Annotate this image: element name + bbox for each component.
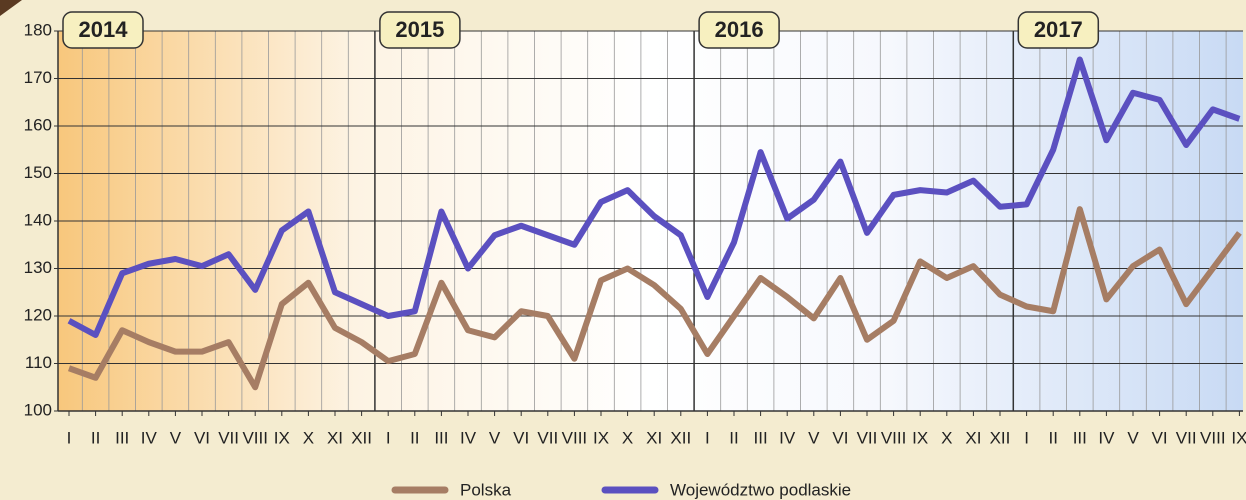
x-tick-label: IX: [912, 428, 928, 447]
x-tick-label: III: [1073, 428, 1087, 447]
x-tick-label: X: [303, 428, 314, 447]
legend-label: Polska: [460, 480, 512, 499]
year-label: 2017: [1034, 17, 1083, 42]
x-tick-label: V: [1127, 428, 1139, 447]
x-tick-label: III: [115, 428, 129, 447]
x-tick-label: I: [705, 428, 710, 447]
x-tick-label: XI: [327, 428, 343, 447]
x-tick-label: I: [386, 428, 391, 447]
x-tick-label: VII: [857, 428, 878, 447]
x-tick-label: XI: [646, 428, 662, 447]
year-box: [379, 11, 461, 49]
x-tick-label: V: [489, 428, 501, 447]
x-tick-label: XII: [351, 428, 372, 447]
y-tick-label: 110: [25, 353, 52, 372]
x-tick-label: VI: [1152, 428, 1168, 447]
x-tick-label: I: [1024, 428, 1029, 447]
x-tick-label: X: [941, 428, 952, 447]
x-tick-label: VI: [832, 428, 848, 447]
y-tick-label: 170: [24, 68, 52, 87]
x-tick-label: X: [622, 428, 633, 447]
x-tick-label: III: [434, 428, 448, 447]
y-tick-label: 100: [24, 400, 52, 419]
x-tick-label: VII: [218, 428, 239, 447]
x-tick-label: IV: [1098, 428, 1115, 447]
y-tick-label: 150: [24, 163, 52, 182]
x-tick-label: VI: [194, 428, 210, 447]
y-tick-label: 140: [24, 210, 52, 229]
legend-label: Województwo podlaskie: [670, 480, 851, 499]
corner: [0, 0, 22, 16]
year-label: 2014: [79, 17, 129, 42]
series-line: [67, 206, 1242, 391]
x-tick-label: IV: [460, 428, 477, 447]
year-label: 2015: [395, 17, 444, 42]
x-tick-label: VIII: [1200, 428, 1226, 447]
x-tick-label: III: [754, 428, 768, 447]
x-tick-label: XII: [670, 428, 691, 447]
x-tick-label: VII: [537, 428, 558, 447]
y-tick-label: 160: [24, 115, 52, 134]
x-tick-label: II: [410, 428, 419, 447]
x-tick-label: II: [729, 428, 738, 447]
x-tick-label: V: [808, 428, 820, 447]
x-tick-label: VIII: [562, 428, 588, 447]
x-tick-label: XII: [990, 428, 1011, 447]
y-tick-label: 180: [24, 20, 52, 39]
year-box: [62, 11, 144, 49]
y-tick-label: 130: [24, 258, 52, 277]
x-tick-label: VI: [513, 428, 529, 447]
year-box: [1017, 11, 1100, 49]
x-tick-label: I: [67, 428, 72, 447]
x-tick-label: VIII: [242, 428, 268, 447]
x-tick-label: II: [91, 428, 100, 447]
x-tick-label: II: [1048, 428, 1057, 447]
x-tick-label: IX: [274, 428, 290, 447]
year-label: 2016: [715, 17, 764, 42]
x-tick-label: VII: [1176, 428, 1197, 447]
year-box: [698, 11, 780, 49]
x-tick-label: IX: [1231, 428, 1246, 447]
x-tick-label: VIII: [881, 428, 907, 447]
x-tick-label: V: [170, 428, 182, 447]
series-line: [67, 56, 1241, 338]
x-tick-label: IV: [779, 428, 796, 447]
y-tick-label: 120: [24, 305, 52, 324]
x-tick-label: IX: [593, 428, 609, 447]
x-tick-label: IV: [141, 428, 158, 447]
x-tick-label: XI: [965, 428, 981, 447]
